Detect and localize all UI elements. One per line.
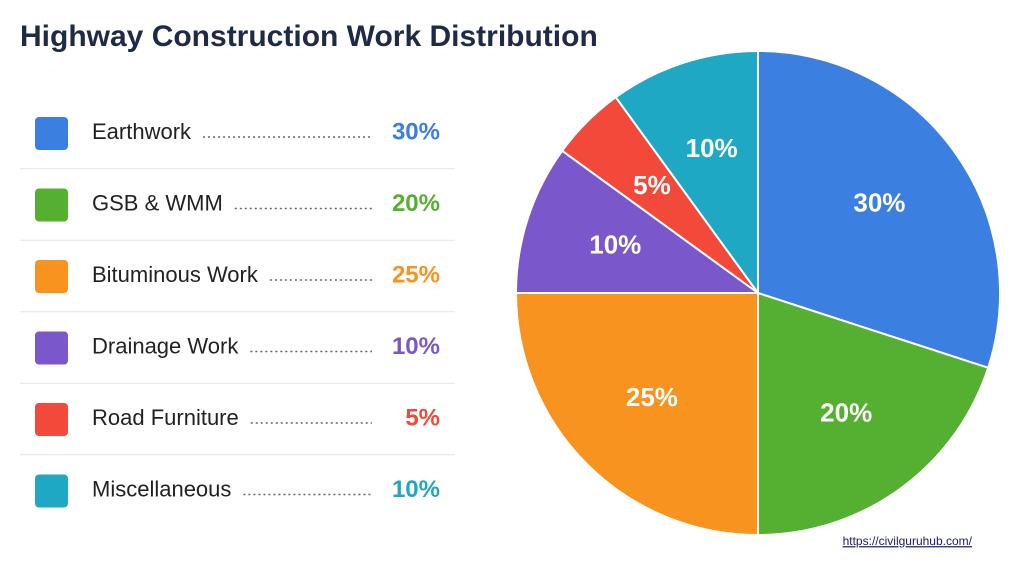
legend-swatch — [35, 188, 68, 222]
pie-slice — [757, 49, 1001, 370]
legend-label: GSB & WMM — [92, 190, 223, 215]
source-link[interactable]: https://civilguruhub.com/ — [843, 534, 973, 548]
legend-label: Miscellaneous — [92, 476, 231, 501]
legend-value: 10% — [392, 333, 440, 360]
slice-label: 5% — [633, 170, 671, 200]
legend-swatch — [35, 331, 68, 365]
legend-swatch — [35, 260, 68, 293]
pie-slice — [514, 292, 759, 537]
slice-label: 20% — [820, 397, 872, 427]
legend-label: Earthwork — [92, 119, 192, 144]
legend-label: Drainage Work — [92, 333, 239, 358]
pie-slice — [757, 291, 990, 537]
legend-swatch — [35, 403, 68, 436]
slice-label: 30% — [853, 188, 905, 218]
legend-swatch — [35, 474, 68, 508]
legend-value: 5% — [405, 404, 440, 431]
slice-label: 10% — [589, 230, 641, 260]
legend-label: Bituminous Work — [92, 262, 259, 287]
legend-swatch — [35, 117, 68, 150]
legend-value: 20% — [392, 190, 440, 217]
pie-slice — [514, 149, 762, 294]
slice-label: 10% — [686, 133, 738, 163]
legend-value: 30% — [392, 118, 440, 145]
slice-label: 25% — [626, 382, 678, 412]
pie-slice — [614, 49, 759, 297]
chart-title: Highway Construction Work Distribution — [20, 20, 598, 53]
legend-label: Road Furniture — [92, 405, 239, 430]
legend-value: 25% — [392, 261, 440, 288]
legend-value: 10% — [392, 476, 440, 503]
